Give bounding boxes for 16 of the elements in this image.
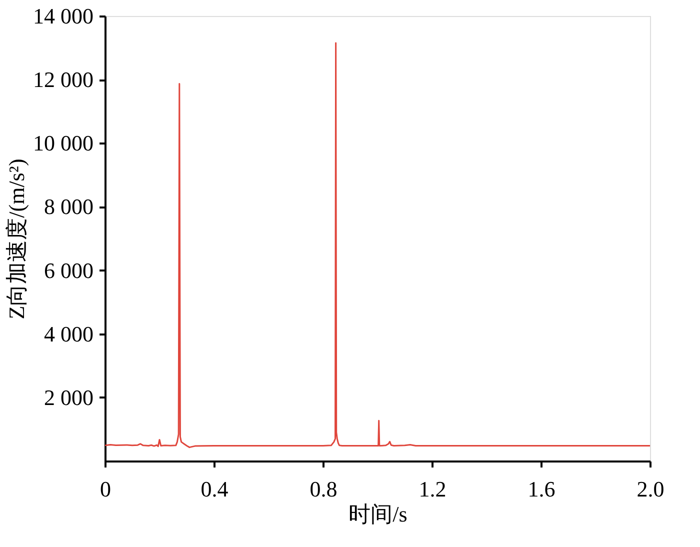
x-tick-label: 0.8 [310, 476, 338, 502]
x-tick-label: 0.4 [200, 476, 228, 502]
y-tick-label: 4 000 [44, 321, 94, 346]
x-tick-label: 1.2 [418, 476, 446, 502]
y-tick-label: 2 000 [44, 384, 94, 410]
y-tick-label: 12 000 [33, 67, 94, 92]
y-tick-label: 14 000 [33, 4, 94, 28]
y-axis-title: Z向加速度/(m/s²) [4, 158, 29, 320]
y-tick-label: 6 000 [44, 258, 94, 283]
y-tick-label: 10 000 [33, 130, 94, 156]
x-tick-label: 1.6 [528, 476, 556, 502]
x-axis-title: 时间/s [348, 502, 408, 526]
x-tick-label: 0 [100, 476, 111, 502]
line-series [105, 42, 650, 448]
y-tick-label: 8 000 [44, 194, 94, 220]
x-tick-label: 2.0 [636, 476, 664, 502]
